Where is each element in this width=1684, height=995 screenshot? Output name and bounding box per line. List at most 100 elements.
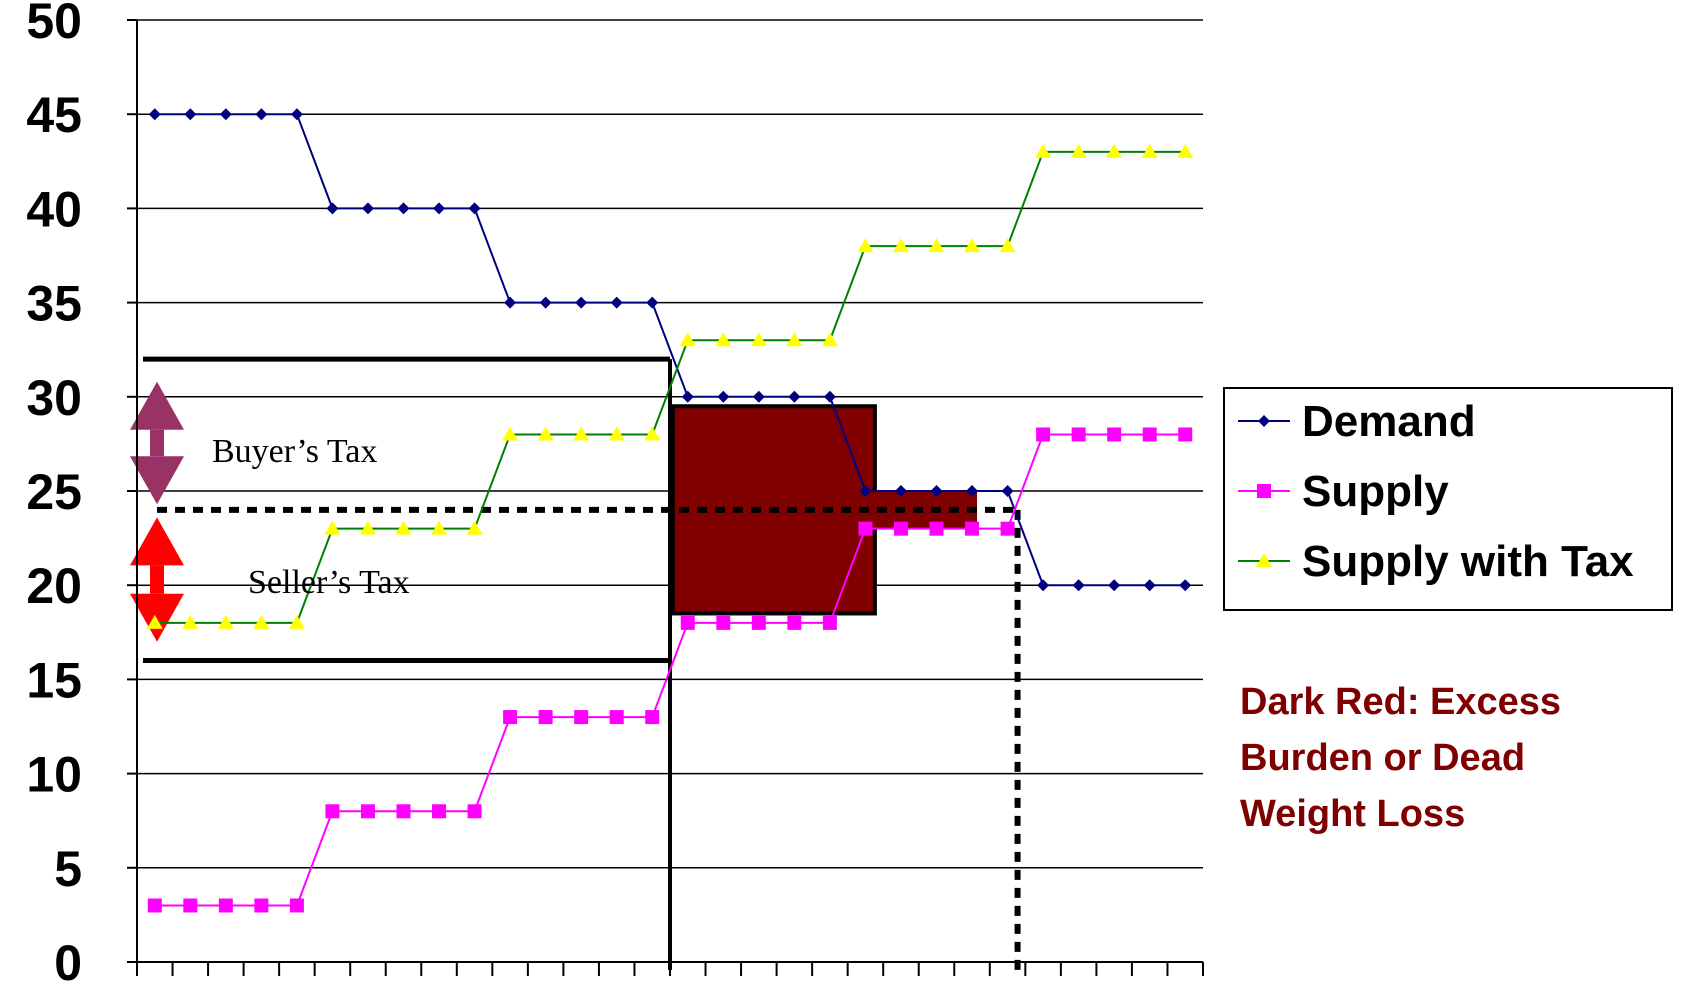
y-tick-label: 30	[26, 370, 82, 426]
data-point	[1070, 143, 1087, 158]
data-point	[644, 426, 661, 441]
data-point	[679, 332, 696, 347]
data-point	[857, 238, 874, 253]
legend-entry: Demand	[1238, 397, 1476, 446]
data-point	[1071, 427, 1086, 442]
data-point	[1035, 143, 1052, 158]
data-point	[859, 485, 872, 497]
data-point	[716, 615, 731, 630]
data-point	[217, 614, 234, 629]
data-point	[1258, 415, 1270, 427]
legend-entry: Supply with Tax	[1238, 537, 1634, 586]
data-point	[715, 332, 732, 347]
data-point	[1037, 579, 1050, 592]
axes	[127, 19, 1204, 976]
data-point	[1143, 579, 1156, 592]
series-line	[154, 113, 1186, 587]
series-demand	[148, 108, 1192, 592]
data-point	[397, 202, 410, 215]
data-point	[928, 238, 945, 253]
data-point	[681, 390, 694, 403]
data-point	[608, 426, 625, 441]
data-point	[146, 614, 163, 629]
series-supply-with-tax	[146, 143, 1194, 629]
data-point	[466, 520, 483, 535]
data-point	[999, 238, 1016, 253]
data-point	[930, 485, 943, 497]
y-tick-label: 5	[54, 841, 82, 897]
data-point	[822, 615, 837, 630]
data-point	[538, 710, 553, 725]
data-point	[892, 238, 909, 253]
data-point	[325, 804, 340, 819]
data-point	[539, 296, 552, 309]
data-point	[184, 108, 197, 121]
data-point	[290, 108, 303, 121]
data-point	[1257, 484, 1271, 498]
data-point	[1141, 143, 1158, 158]
data-point	[147, 898, 162, 913]
data-point	[1001, 485, 1014, 497]
data-point	[218, 898, 233, 913]
y-tick-label: 25	[26, 464, 82, 520]
data-point	[1106, 143, 1123, 158]
data-point	[680, 615, 695, 630]
y-tick-label: 45	[26, 87, 82, 143]
data-point	[432, 804, 447, 819]
series-line	[154, 150, 1186, 624]
legend-label: Demand	[1302, 397, 1476, 446]
data-point	[717, 390, 730, 403]
data-point	[787, 615, 802, 630]
data-point	[182, 614, 199, 629]
seller-tax-label: Seller’s Tax	[248, 564, 410, 601]
y-tick-label: 15	[26, 652, 82, 708]
data-point	[788, 390, 801, 403]
data-point	[786, 332, 803, 347]
data-point	[361, 202, 374, 215]
data-point	[219, 108, 232, 121]
data-point	[183, 898, 198, 913]
data-point	[1256, 553, 1272, 567]
buyer-tax-arrow	[130, 381, 184, 505]
data-point	[1177, 143, 1194, 158]
data-point	[1036, 427, 1051, 442]
data-point	[1108, 579, 1121, 592]
data-point	[360, 804, 375, 819]
data-point	[1000, 521, 1015, 536]
data-point	[288, 614, 305, 629]
y-tick-label: 50	[26, 0, 82, 49]
legend-label: Supply	[1302, 467, 1449, 516]
data-point	[964, 238, 981, 253]
data-point	[502, 426, 519, 441]
data-point	[326, 202, 339, 215]
data-point	[575, 296, 588, 309]
data-point	[929, 521, 944, 536]
data-point	[537, 426, 554, 441]
data-point	[431, 520, 448, 535]
data-point	[395, 520, 412, 535]
data-point	[821, 332, 838, 347]
data-point	[148, 108, 161, 121]
data-point	[1072, 579, 1085, 592]
data-point	[646, 296, 659, 309]
legend-entry: Supply	[1238, 467, 1449, 516]
data-point	[893, 521, 908, 536]
annotations: Buyer’s Tax Seller’s Tax	[212, 433, 410, 601]
series-lines	[146, 108, 1194, 913]
data-point	[1107, 427, 1122, 442]
data-point	[610, 296, 623, 309]
data-point	[254, 898, 269, 913]
data-point	[1142, 427, 1157, 442]
y-tick-label: 0	[54, 935, 82, 991]
data-point	[750, 332, 767, 347]
data-point	[504, 296, 517, 309]
data-point	[359, 520, 376, 535]
data-point	[823, 390, 836, 403]
data-point	[289, 898, 304, 913]
y-tick-label: 10	[26, 747, 82, 803]
data-point	[574, 710, 589, 725]
data-point	[858, 521, 873, 536]
data-point	[255, 108, 268, 121]
data-point	[253, 614, 270, 629]
data-point	[609, 710, 624, 725]
